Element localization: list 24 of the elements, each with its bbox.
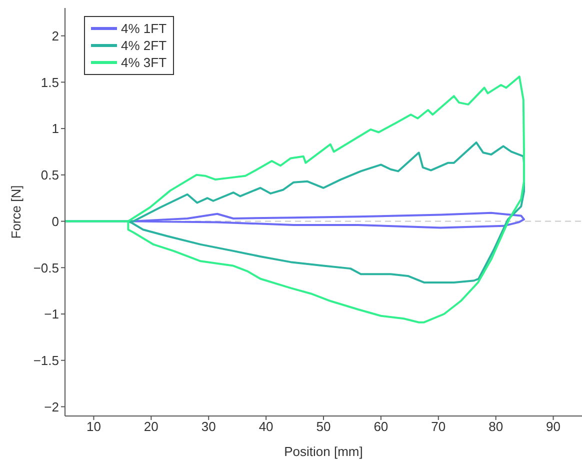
x-axis-title: Position [mm]	[284, 444, 363, 459]
y-tick-label: 1.5	[40, 74, 59, 90]
legend-label: 4% 1FT	[121, 20, 167, 37]
y-tick-label: 1	[52, 121, 59, 136]
y-tick-label: 0.5	[40, 168, 59, 183]
x-tick-label: 30	[201, 419, 216, 434]
x-tick-label: 40	[258, 419, 274, 434]
line-series	[65, 76, 525, 324]
x-tick-label: 70	[431, 419, 446, 434]
y-tick-label: −0.5	[33, 260, 59, 276]
x-tick-label: 50	[316, 419, 331, 434]
y-tick-label: −1	[44, 306, 59, 322]
legend-label: 4% 2FT	[121, 37, 167, 54]
y-tick-label: 0	[52, 214, 59, 229]
y-axis-title: Force [N]	[8, 185, 24, 239]
x-tick-label: 80	[488, 419, 504, 434]
x-tick-label: 90	[546, 419, 561, 434]
x-tick-label: 10	[86, 419, 101, 434]
legend-label: 4% 3FT	[121, 54, 167, 71]
x-tick-label: 60	[374, 419, 388, 434]
y-tick-label: −2	[44, 399, 59, 414]
y-tick-label: −1.5	[33, 352, 59, 368]
x-tick-label: 20	[144, 419, 158, 434]
y-tick-label: 2	[52, 28, 59, 44]
